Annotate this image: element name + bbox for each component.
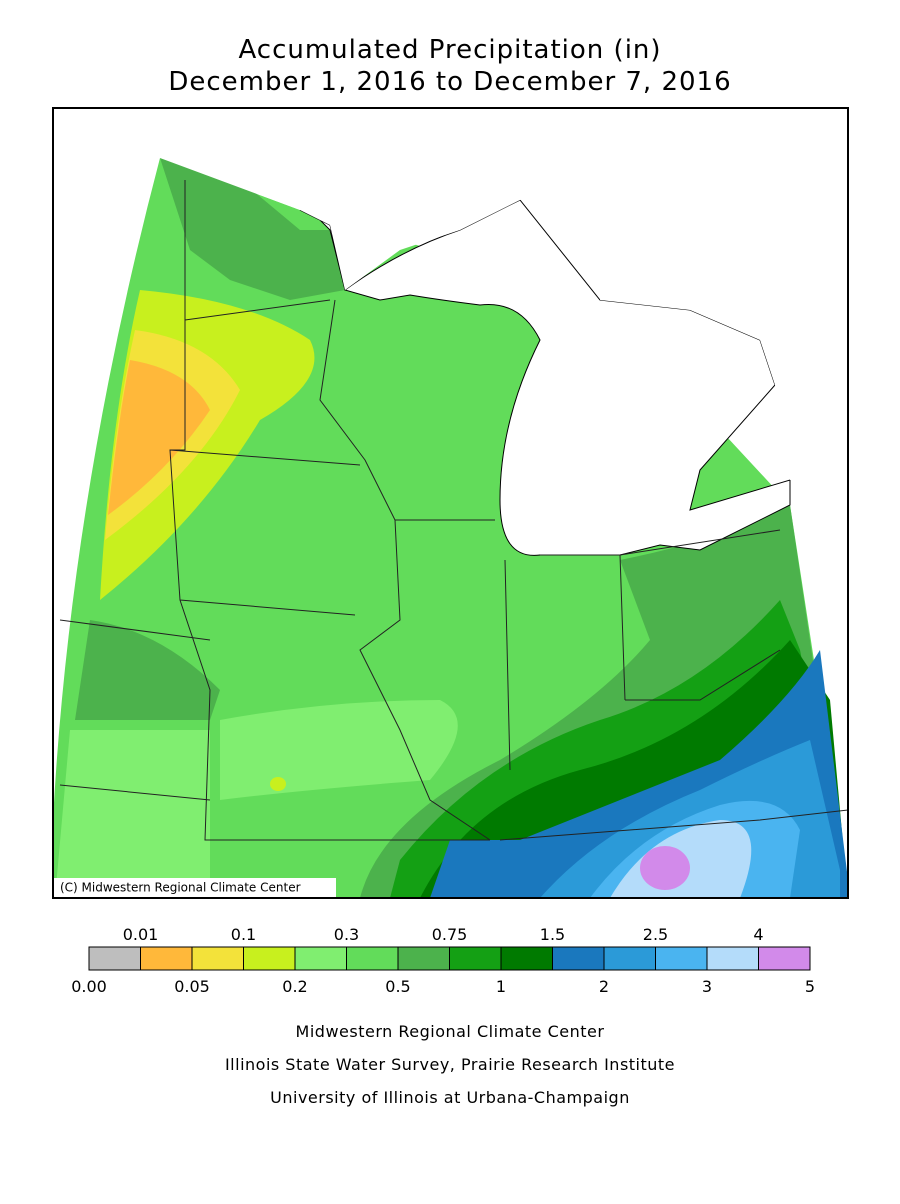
map-frame bbox=[52, 107, 849, 899]
legend-swatch bbox=[758, 946, 811, 971]
legend-label: 3 bbox=[702, 977, 712, 996]
region bbox=[55, 730, 210, 898]
legend-swatch bbox=[706, 946, 759, 971]
map bbox=[53, 108, 848, 898]
copyright-box bbox=[54, 878, 336, 897]
legend-label: 4 bbox=[753, 925, 763, 944]
legend-label: 0.1 bbox=[231, 925, 256, 944]
legend-label: 5 bbox=[805, 977, 815, 996]
region bbox=[75, 620, 220, 720]
footer-line: Midwestern Regional Climate Center bbox=[296, 1022, 605, 1041]
legend-swatch bbox=[243, 946, 296, 971]
canada bbox=[600, 108, 848, 480]
legend-swatch bbox=[191, 946, 244, 971]
legend-swatch bbox=[449, 946, 502, 971]
region bbox=[160, 158, 345, 300]
legend-swatch bbox=[346, 946, 399, 971]
legend-label: 0.5 bbox=[385, 977, 410, 996]
legend-label: 1.5 bbox=[540, 925, 565, 944]
region bbox=[270, 777, 286, 791]
legend-swatch bbox=[140, 946, 193, 971]
legend-label: 0.01 bbox=[123, 925, 159, 944]
legend-swatch bbox=[500, 946, 553, 971]
canada bbox=[53, 108, 848, 290]
legend-label: 0.2 bbox=[282, 977, 307, 996]
subtitle: December 1, 2016 to December 7, 2016 bbox=[168, 67, 731, 97]
legend-label: 2.5 bbox=[643, 925, 668, 944]
state-borders bbox=[59, 180, 848, 841]
legend-swatch bbox=[655, 946, 708, 971]
legend-swatch bbox=[397, 946, 450, 971]
copyright: (C) Midwestern Regional Climate Center bbox=[60, 881, 301, 895]
legend-label: 0.75 bbox=[432, 925, 468, 944]
title: Accumulated Precipitation (in) bbox=[238, 35, 661, 65]
legend-swatch bbox=[552, 946, 605, 971]
footer-line: University of Illinois at Urbana-Champai… bbox=[270, 1088, 630, 1107]
legend-label: 1 bbox=[496, 977, 506, 996]
region bbox=[640, 846, 690, 890]
legend-swatch bbox=[294, 946, 347, 971]
footer-line: Illinois State Water Survey, Prairie Res… bbox=[225, 1055, 675, 1074]
legend-label: 0.05 bbox=[174, 977, 210, 996]
legend-label: 0.00 bbox=[71, 977, 107, 996]
legend-label: 0.3 bbox=[334, 925, 359, 944]
lakes bbox=[299, 199, 791, 556]
legend-swatch bbox=[88, 946, 141, 971]
legend-label: 2 bbox=[599, 977, 609, 996]
legend-swatch bbox=[603, 946, 656, 971]
region bbox=[220, 700, 458, 800]
legend: 0.01 0.1 0.3 0.75 1.5 2.5 4 0.00 0.05 0.2 0.5 1 2 3 5 bbox=[71, 925, 815, 996]
